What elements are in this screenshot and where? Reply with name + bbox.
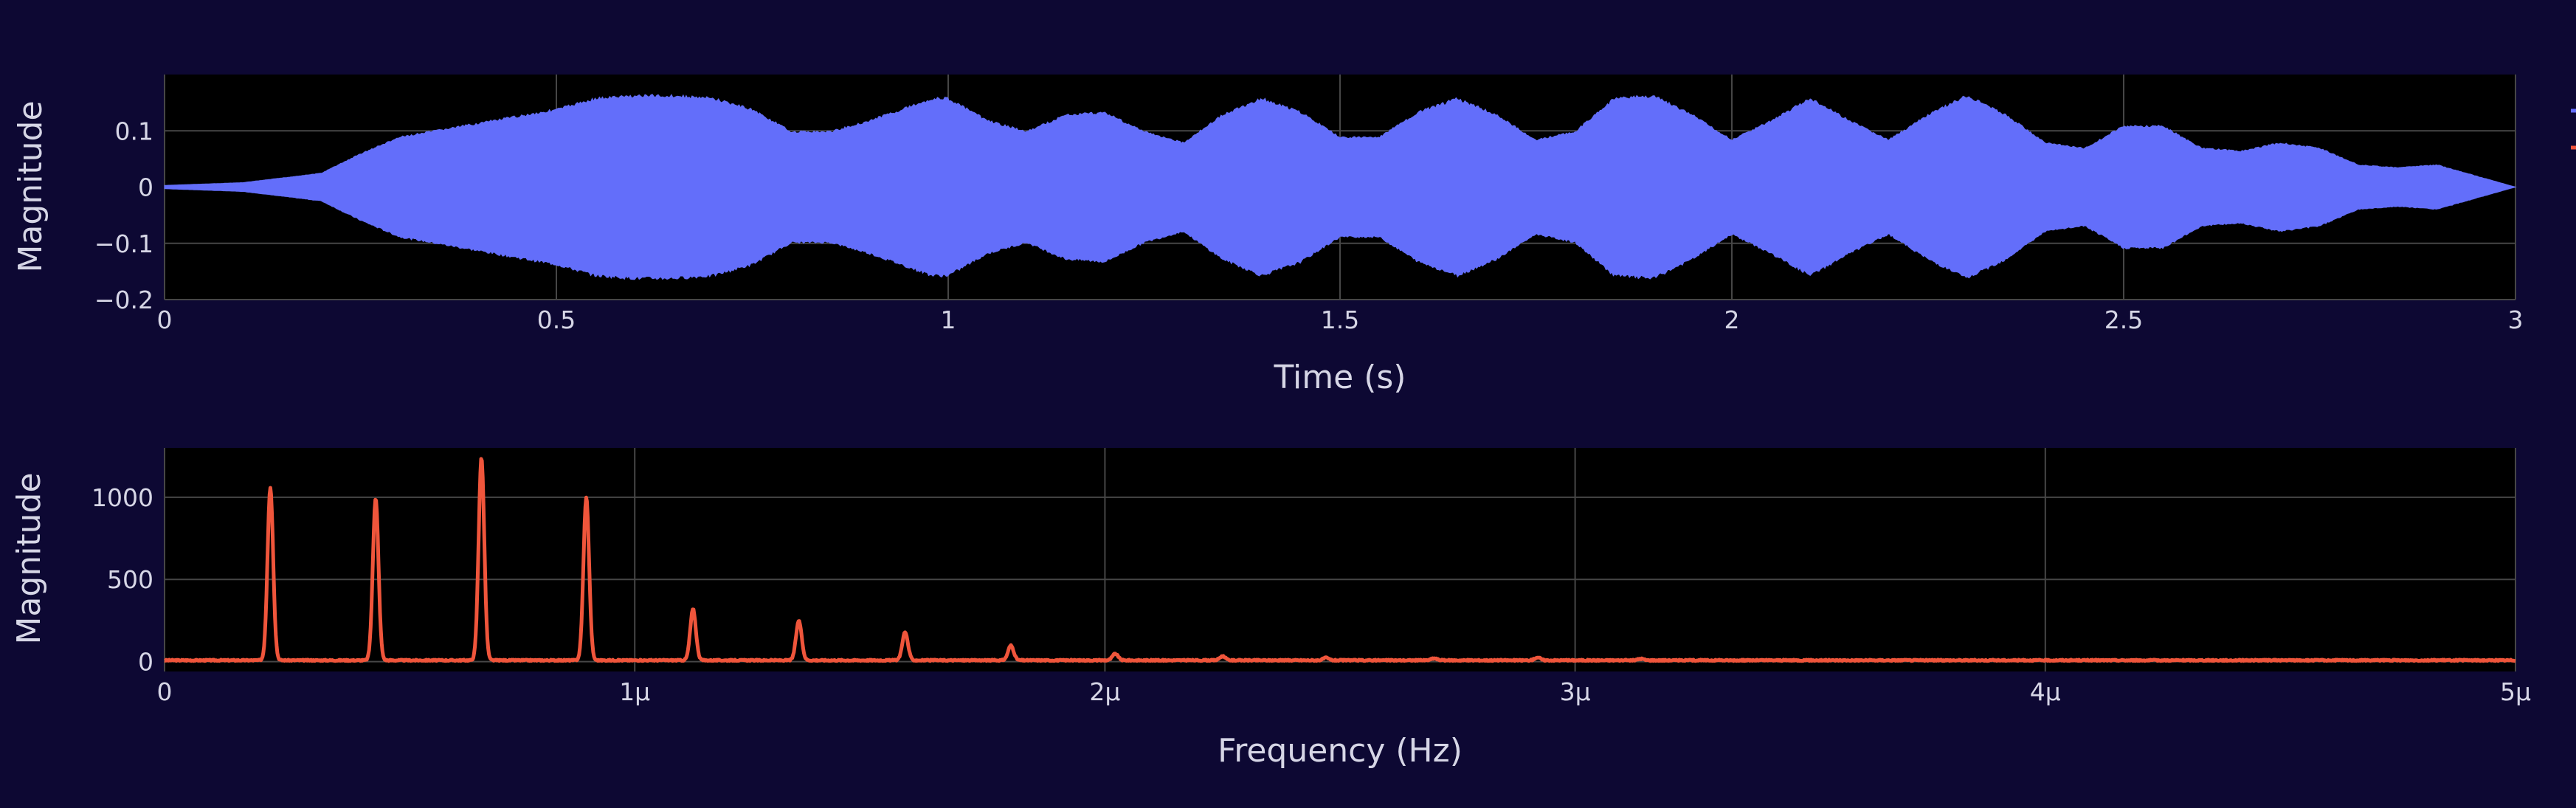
y-tick-label: 0 (138, 648, 153, 677)
time-y-axis-title: Magnitude (12, 100, 49, 272)
x-tick-label: 5μ (2500, 677, 2531, 706)
y-tick-label: 1000 (91, 483, 153, 512)
y-tick-label: 0.1 (115, 117, 153, 145)
x-tick-label: 2.5 (2104, 305, 2143, 334)
x-tick-label: 0 (157, 677, 173, 706)
x-tick-label: 2 (1724, 305, 1740, 334)
x-tick-label: 1.5 (1321, 305, 1359, 334)
x-tick-label: 2μ (1089, 677, 1120, 706)
time-x-ticks: 0 0.5 1 1.5 2 2.5 3 (157, 305, 2524, 334)
x-tick-label: 0 (157, 305, 173, 334)
frequency-x-axis-title: Frequency (Hz) (1218, 732, 1463, 770)
frequency-plot-area[interactable] (165, 448, 2515, 671)
time-panel: 0.1 0 −0.1 −0.2 0 0.5 1 1.5 2 2.5 3 Time (s) Magn… (12, 75, 2524, 396)
x-tick-label: 3μ (1560, 677, 1591, 706)
y-tick-label: −0.2 (94, 286, 153, 314)
frequency-panel: 1000 500 0 0 1μ 2μ 3μ 4μ 5μ Frequency (Hz) Magn… (10, 448, 2531, 770)
time-series (164, 94, 2517, 280)
x-tick-label: 1μ (619, 677, 650, 706)
signal-waveform[interactable] (164, 94, 2517, 280)
y-tick-label: 0 (138, 173, 153, 202)
x-tick-label: 0.5 (537, 305, 576, 334)
y-tick-label: 500 (107, 565, 153, 594)
frequency-y-axis-title: Magnitude (10, 472, 48, 644)
y-tick-label: −0.1 (94, 229, 153, 258)
frequency-series (163, 457, 2517, 663)
frequency-x-ticks: 0 1μ 2μ 3μ 4μ 5μ (157, 677, 2532, 706)
time-y-ticks: 0.1 0 −0.1 −0.2 (94, 117, 153, 314)
x-tick-label: 3 (2508, 305, 2524, 334)
spectrum-line[interactable] (163, 457, 2517, 663)
time-x-axis-title: Time (s) (1274, 359, 1406, 396)
x-tick-label: 4μ (2030, 677, 2061, 706)
frequency-y-ticks: 1000 500 0 (91, 483, 153, 677)
x-tick-label: 1 (941, 305, 956, 334)
